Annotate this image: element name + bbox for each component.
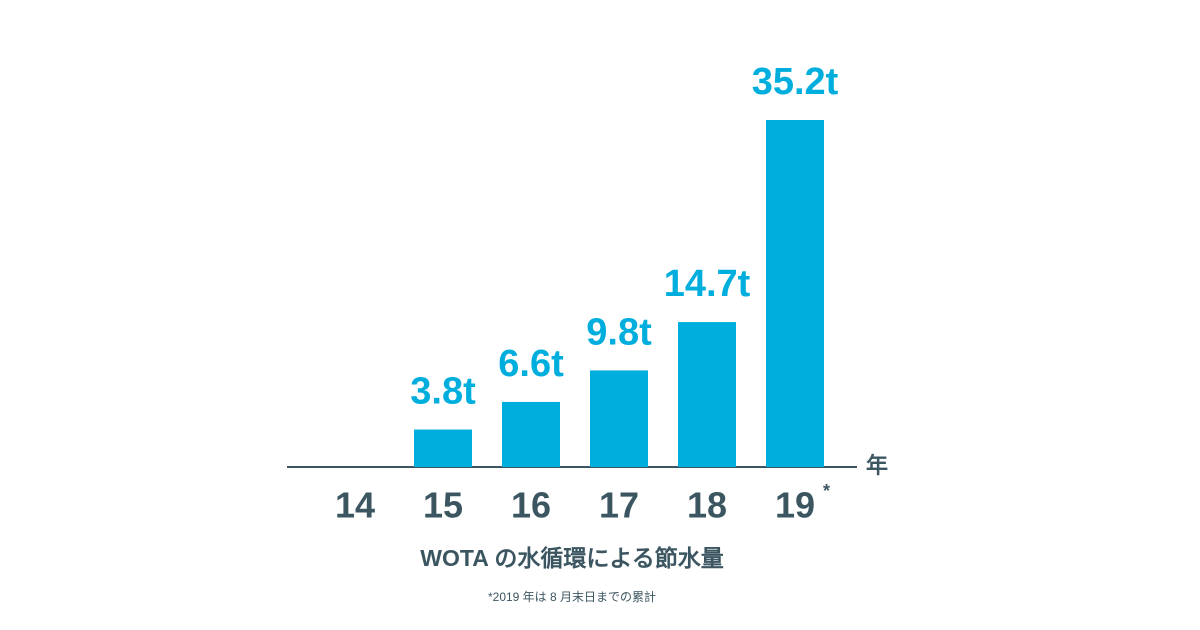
bar [590,370,648,467]
bar [414,429,472,467]
bar [766,120,824,467]
value-label: 9.8t [586,311,652,353]
x-tick-label: 14 [335,485,375,526]
bar [678,322,736,467]
chart-title: WOTA の水循環による節水量 [420,545,723,571]
footnote: *2019 年は 8 月末日までの累計 [488,589,656,604]
value-label: 35.2t [752,61,839,103]
x-tick-label: 19 [775,485,815,526]
x-tick-label: 15 [423,485,463,526]
value-label: 6.6t [498,343,564,385]
category-marker: * [823,481,830,501]
x-tick-label: 16 [511,485,551,526]
bar [502,401,560,467]
x-axis-label: 年 [866,453,888,478]
x-tick-label: 17 [599,485,639,526]
value-label: 3.8t [410,371,476,413]
value-label: 14.7t [664,263,751,305]
x-tick-label: 18 [687,485,727,526]
